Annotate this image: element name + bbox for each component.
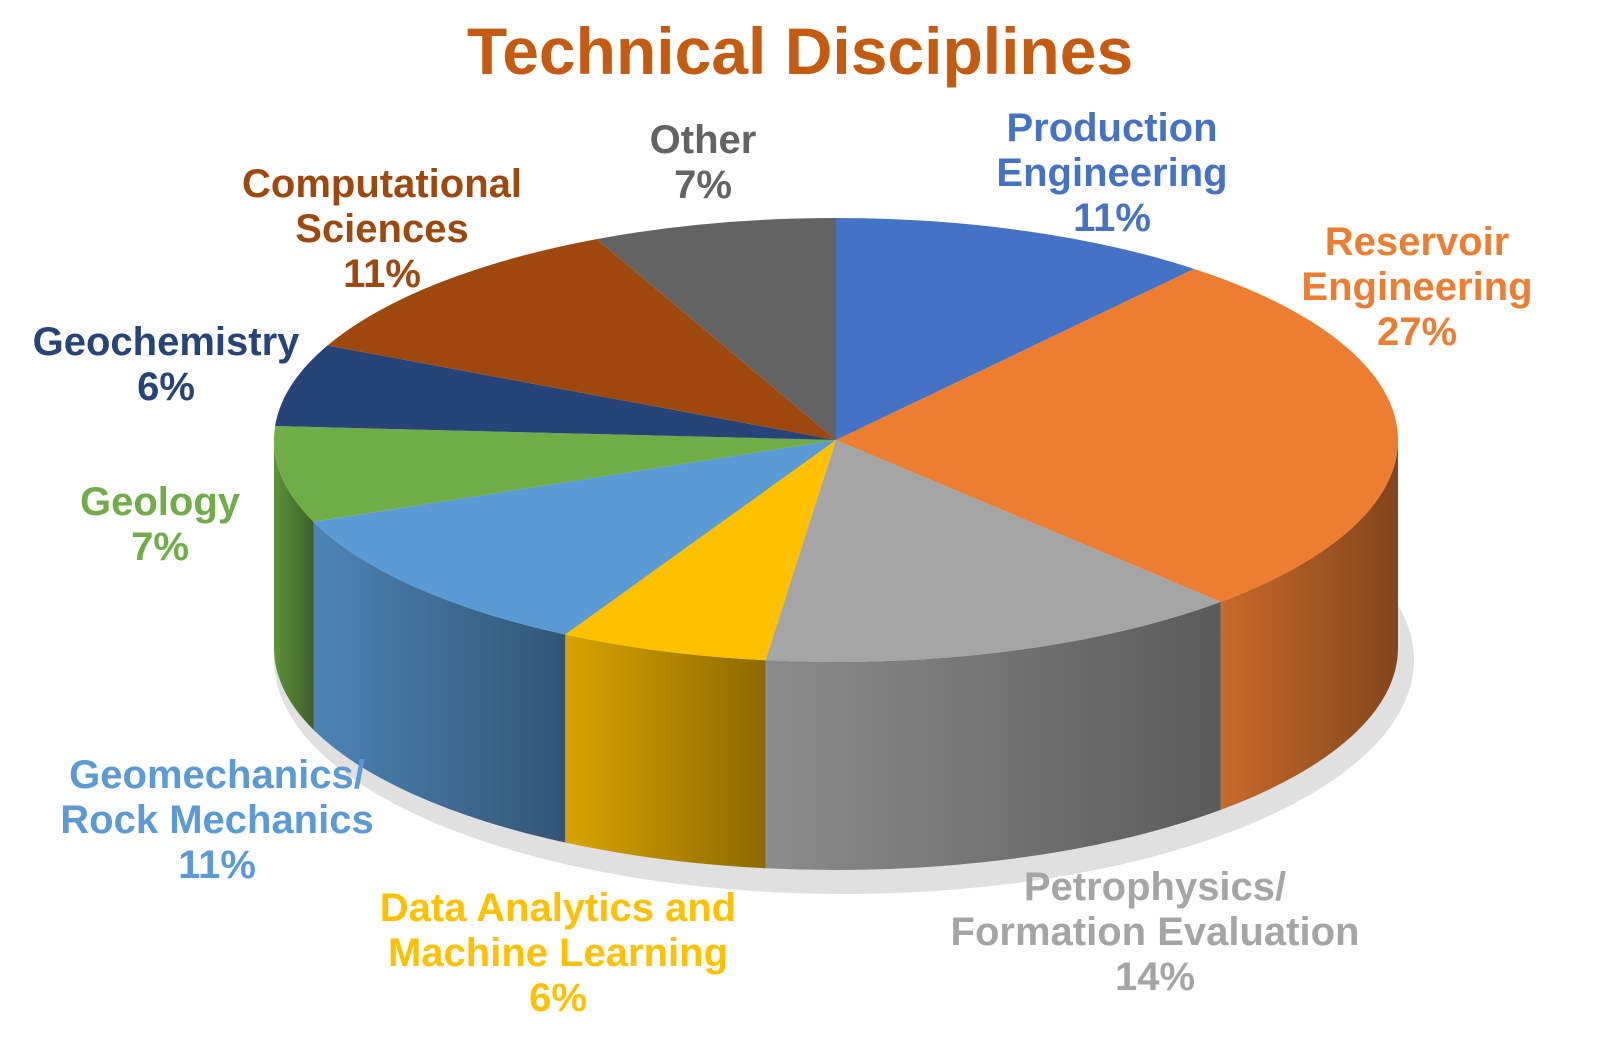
pie-slice-2 — [765, 440, 1221, 662]
slice-label-line: Sciences — [295, 207, 469, 251]
slice-label-line: Computational — [242, 162, 522, 206]
pie-side-4 — [313, 521, 566, 843]
slice-label-line: Geochemistry — [32, 320, 300, 364]
pie-side-2 — [765, 601, 1221, 870]
slice-percent: 27% — [1376, 310, 1458, 354]
slice-percent: 11% — [1073, 196, 1151, 240]
slice-percent: 7% — [131, 525, 189, 569]
slice-label-1: Reservoir Engineering 27% — [1301, 220, 1532, 355]
slice-label-2: Petrophysics/Formation Evaluation 14% — [951, 865, 1360, 1000]
slice-label-0: Production Engineering 11% — [996, 106, 1227, 241]
slice-percent: 6% — [137, 365, 195, 409]
slice-label-line: Reservoir — [1324, 220, 1510, 264]
slice-label-line: Petrophysics/ — [1023, 865, 1287, 909]
slice-label-line: Data Analytics and — [379, 886, 737, 930]
slice-label-line: Rock Mechanics — [60, 798, 374, 842]
slice-label-line: Formation Evaluation — [950, 910, 1360, 954]
slice-label-7: Computational Sciences 11% — [242, 162, 522, 297]
pie-side-1 — [1220, 440, 1398, 810]
slice-percent: 11% — [343, 252, 421, 296]
slice-label-8: Other 7% — [650, 118, 757, 208]
slice-label-line: Production — [1006, 106, 1218, 150]
slice-percent: 7% — [674, 163, 732, 207]
pie-slice-7 — [327, 239, 836, 440]
pie-slice-8 — [596, 218, 836, 440]
slice-label-line: Other — [649, 118, 757, 162]
slice-label-line: Engineering — [1301, 265, 1533, 309]
pie-slice-0 — [836, 218, 1195, 440]
pie-slice-5 — [274, 426, 836, 522]
pie-side-5 — [274, 440, 314, 730]
pie-slice-6 — [275, 345, 836, 440]
slice-label-line: Engineering — [996, 151, 1228, 195]
pie-slice-4 — [313, 440, 837, 635]
slice-label-3: Data Analytics and Machine Learning 6% — [380, 886, 736, 1021]
pie-side-3 — [565, 634, 766, 869]
slice-label-line: Geology — [79, 480, 241, 524]
slice-label-5: Geology 7% — [80, 480, 240, 570]
slice-percent: 11% — [178, 843, 256, 887]
slice-percent: 6% — [529, 976, 587, 1020]
slice-label-line: Geomechanics/ — [69, 753, 365, 797]
chart-title: Technical Disciplines — [466, 14, 1134, 88]
pie-slice-3 — [565, 440, 836, 661]
slice-percent: 14% — [1114, 955, 1196, 999]
pie-slice-1 — [836, 268, 1399, 602]
slice-label-6: Geochemistry 6% — [33, 320, 300, 410]
slice-label-line: Machine Learning — [387, 931, 729, 975]
slice-label-4: Geomechanics/Rock Mechanics 11% — [60, 753, 373, 888]
